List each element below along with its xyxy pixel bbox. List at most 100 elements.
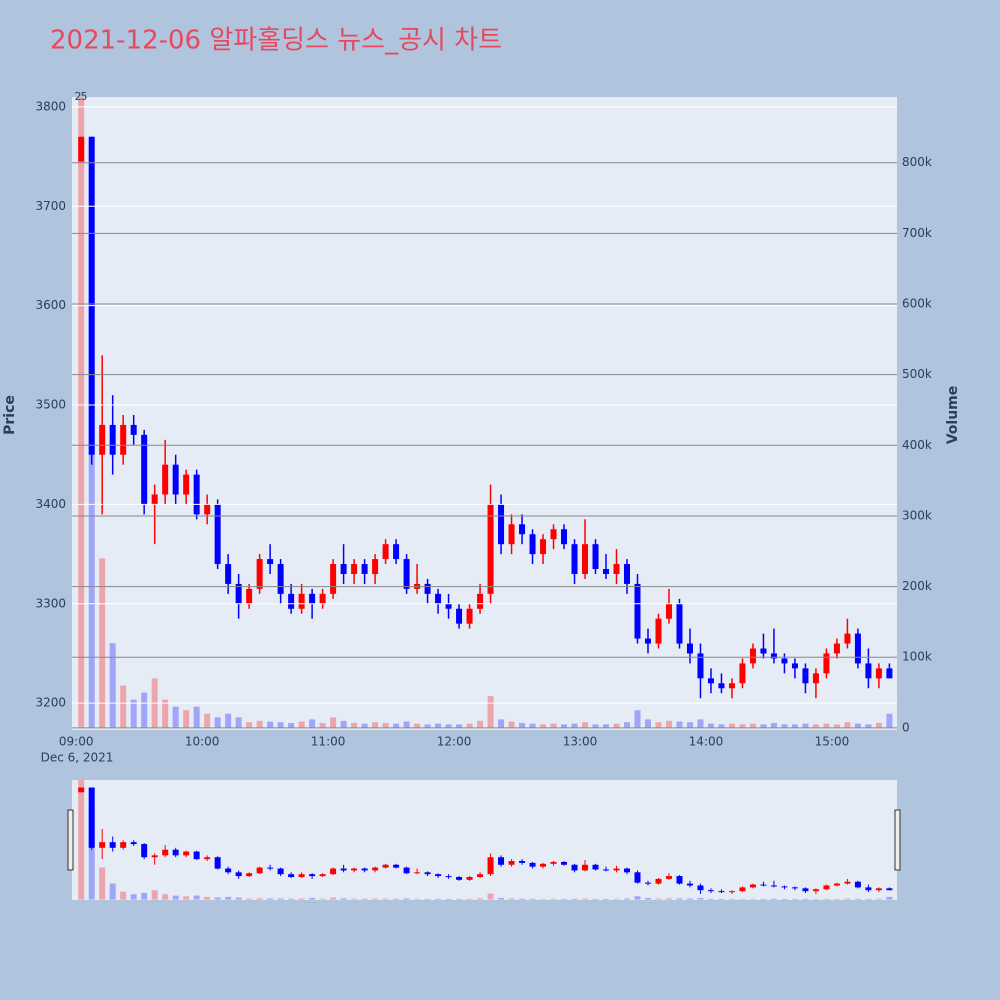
volume-bar	[770, 722, 777, 728]
candle-body	[508, 861, 515, 865]
volume-bar	[791, 724, 798, 728]
slider-handle[interactable]	[67, 809, 74, 871]
volume-bar	[655, 898, 662, 900]
candle-body	[445, 603, 452, 609]
candle-body	[739, 663, 746, 684]
volume-bar	[267, 721, 274, 728]
candle-body	[130, 424, 137, 435]
volume-bar	[833, 898, 840, 900]
volume-bar	[130, 699, 137, 728]
volume-bar	[802, 898, 809, 900]
volume-bar	[508, 721, 515, 728]
volume-bar	[88, 233, 95, 728]
volume-bar	[498, 719, 505, 728]
candle-body	[749, 648, 756, 664]
volume-bar	[193, 706, 200, 728]
candle-body	[613, 564, 620, 574]
volume-bar	[424, 898, 431, 900]
candle-body	[256, 559, 263, 589]
candle-body	[624, 868, 630, 873]
candle-body	[833, 883, 840, 886]
volume-bar	[477, 720, 484, 728]
candle-body	[665, 876, 672, 879]
candle-body	[760, 884, 767, 886]
candle-body	[361, 868, 368, 871]
volume-bar	[162, 699, 169, 728]
candle-body	[781, 886, 788, 888]
candle-body	[298, 593, 305, 609]
volume-bar	[298, 721, 305, 728]
volume-bar	[875, 722, 882, 728]
volume-bar	[372, 722, 379, 728]
candle-body	[644, 882, 651, 884]
candle-body	[288, 593, 295, 609]
volume-bar	[141, 892, 148, 900]
volume-bar	[812, 724, 819, 728]
volume-bar	[319, 722, 326, 728]
candle-body	[770, 885, 777, 887]
range-slider[interactable]	[72, 780, 897, 900]
candle-body	[686, 643, 693, 654]
candle-body	[802, 668, 809, 684]
volume-bar	[246, 898, 253, 900]
candle-body	[351, 868, 358, 871]
candle-body	[130, 842, 137, 845]
volume-bar	[697, 719, 704, 728]
volume-bar	[403, 721, 410, 728]
x-tick-label: 10:00	[185, 735, 220, 749]
volume-bar	[844, 722, 851, 728]
volume-bar	[183, 710, 190, 728]
volume-bar	[78, 97, 85, 728]
candle-body	[634, 583, 641, 639]
volume-bar	[529, 723, 536, 728]
volume-bar	[256, 898, 263, 900]
candle-body	[204, 857, 211, 860]
candle-body	[267, 867, 274, 869]
volume-bar	[760, 724, 767, 728]
volume-bar	[844, 898, 851, 900]
volume-bar	[256, 720, 263, 728]
volume-bar	[340, 898, 347, 900]
volume-bar	[351, 722, 358, 728]
candle-body	[330, 868, 337, 875]
candle-body	[812, 889, 819, 892]
candle-body	[372, 559, 379, 574]
candle-body	[162, 849, 169, 856]
volume-bar	[540, 898, 547, 900]
candle-body	[214, 504, 221, 565]
volume-bar	[277, 898, 284, 900]
volume-bar	[340, 720, 347, 728]
candle-body	[655, 618, 662, 644]
y2-axis-title: Volume	[945, 386, 961, 445]
volume-bar	[162, 894, 169, 900]
x-tick-label: 14:00	[689, 735, 724, 749]
volume-bar	[707, 723, 714, 728]
volume-bar	[214, 897, 221, 900]
volume-bar	[603, 724, 610, 728]
y-tick-label: 3700	[35, 199, 66, 213]
slider-handle[interactable]	[894, 809, 901, 871]
candle-body	[319, 874, 326, 877]
volume-bar	[613, 723, 620, 728]
candle-body	[823, 885, 830, 890]
candle-body	[99, 842, 106, 848]
volume-bar	[508, 898, 515, 900]
candle-body	[120, 842, 127, 848]
candle-body	[298, 874, 305, 878]
candle-body	[529, 534, 536, 555]
volume-bar	[571, 723, 578, 728]
candle-body	[508, 524, 515, 545]
volume-bar	[760, 898, 767, 900]
volume-bar	[120, 685, 127, 728]
plot-area	[72, 97, 897, 730]
candle-body	[424, 872, 431, 875]
y2-tick-label: 600k	[902, 296, 932, 310]
volume-bar	[88, 805, 95, 900]
volume-bar	[550, 723, 557, 728]
volume-bar	[624, 722, 630, 728]
candle-body	[214, 857, 221, 869]
y2-tick-label: 0	[902, 720, 910, 734]
volume-bar	[330, 897, 337, 900]
volume-bar	[498, 897, 505, 900]
volume-bar	[424, 724, 431, 728]
